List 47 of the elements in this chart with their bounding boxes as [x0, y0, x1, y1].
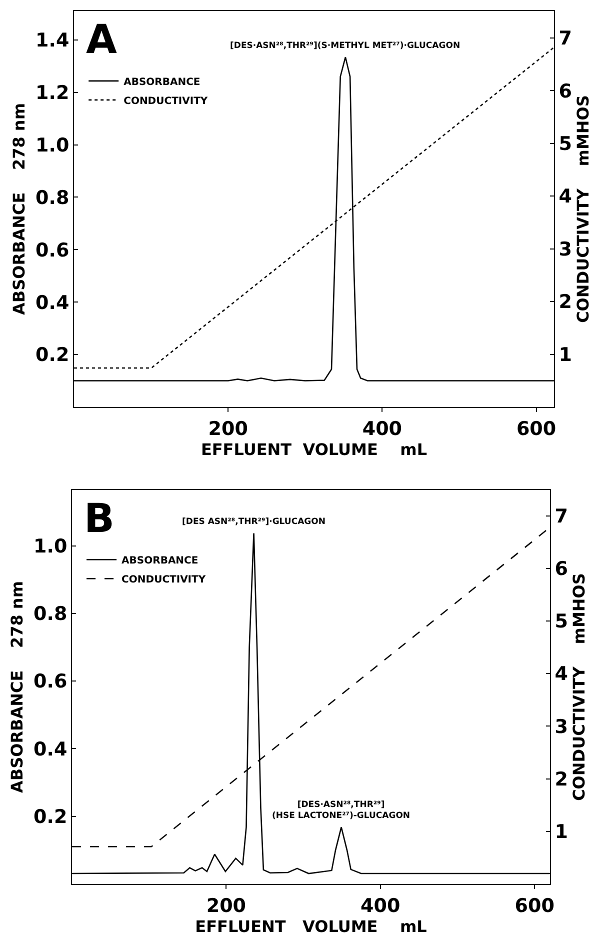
legend-label: ABSORBANCE [124, 76, 200, 88]
annotation: B [84, 496, 114, 542]
y2-axis-title: CONDUCTIVITY mMHOS [574, 95, 593, 323]
y-tick-label: 1.2 [36, 82, 70, 104]
x-tick-label: 600 [514, 894, 554, 917]
legend-label: ABSORBANCE [122, 556, 198, 567]
y-tick-label: 0.8 [36, 186, 70, 209]
y-tick-label: 1.4 [36, 30, 70, 52]
annotation: [DES·ASN²⁸,THR²⁹](S·METHYL MET²⁷)·GLUCAGON [230, 41, 460, 51]
y2-tick-label: 4 [554, 663, 568, 686]
y-axis-title: ABSORBANCE 278 nm [7, 581, 26, 793]
y-tick-label: 0.6 [36, 239, 70, 262]
annotation: [DES·ASN²⁸,THR²⁹] (HSE LACTONE²⁷)-GLUCAGON [272, 800, 410, 822]
x-tick-label: 400 [362, 418, 402, 440]
y2-tick-label: 7 [558, 28, 572, 50]
y2-axis-title: CONDUCTIVITY mMHOS [570, 573, 589, 801]
y2-tick-label: 1 [558, 344, 572, 366]
y2-tick-label: 6 [554, 558, 568, 580]
x-tick-label: 200 [208, 418, 248, 440]
x-tick-label: 200 [206, 894, 246, 917]
y-tick-label: 0.6 [34, 670, 68, 693]
annotation: [DES ASN²⁸,THR²⁹]·GLUCAGON [182, 517, 326, 527]
x-tick-label: 400 [360, 894, 400, 917]
legend-label: CONDUCTIVITY [122, 574, 206, 586]
y-tick-label: 0.2 [36, 344, 70, 366]
y2-tick-label: 7 [554, 505, 568, 528]
annotation: A [86, 17, 117, 63]
y2-tick-label: 5 [558, 133, 572, 155]
y-axis-title: ABSORBANCE 278 nm [9, 103, 28, 315]
y2-tick-label: 3 [558, 238, 572, 260]
y-tick-label: 0.4 [36, 292, 70, 314]
y-tick-label: 0.2 [34, 806, 68, 828]
y-tick-label: 0.8 [34, 603, 68, 626]
x-axis-title: EFFLUENT VOLUME mL [195, 916, 427, 936]
x-tick-label: 600 [516, 418, 556, 440]
y2-tick-label: 6 [558, 80, 572, 102]
y2-tick-label: 1 [554, 821, 568, 844]
y-tick-label: 1.0 [34, 535, 68, 558]
legend-label: CONDUCTIVITY [124, 96, 208, 107]
y2-tick-label: 2 [558, 291, 572, 314]
x-axis-title: EFFLUENT VOLUME mL [200, 440, 428, 459]
y-tick-label: 0.4 [34, 738, 68, 760]
y-tick-label: 1.0 [36, 134, 70, 156]
y2-tick-label: 2 [554, 768, 568, 790]
y2-tick-label: 3 [554, 716, 568, 738]
y2-tick-label: 4 [558, 186, 572, 208]
y2-tick-label: 5 [554, 610, 568, 633]
